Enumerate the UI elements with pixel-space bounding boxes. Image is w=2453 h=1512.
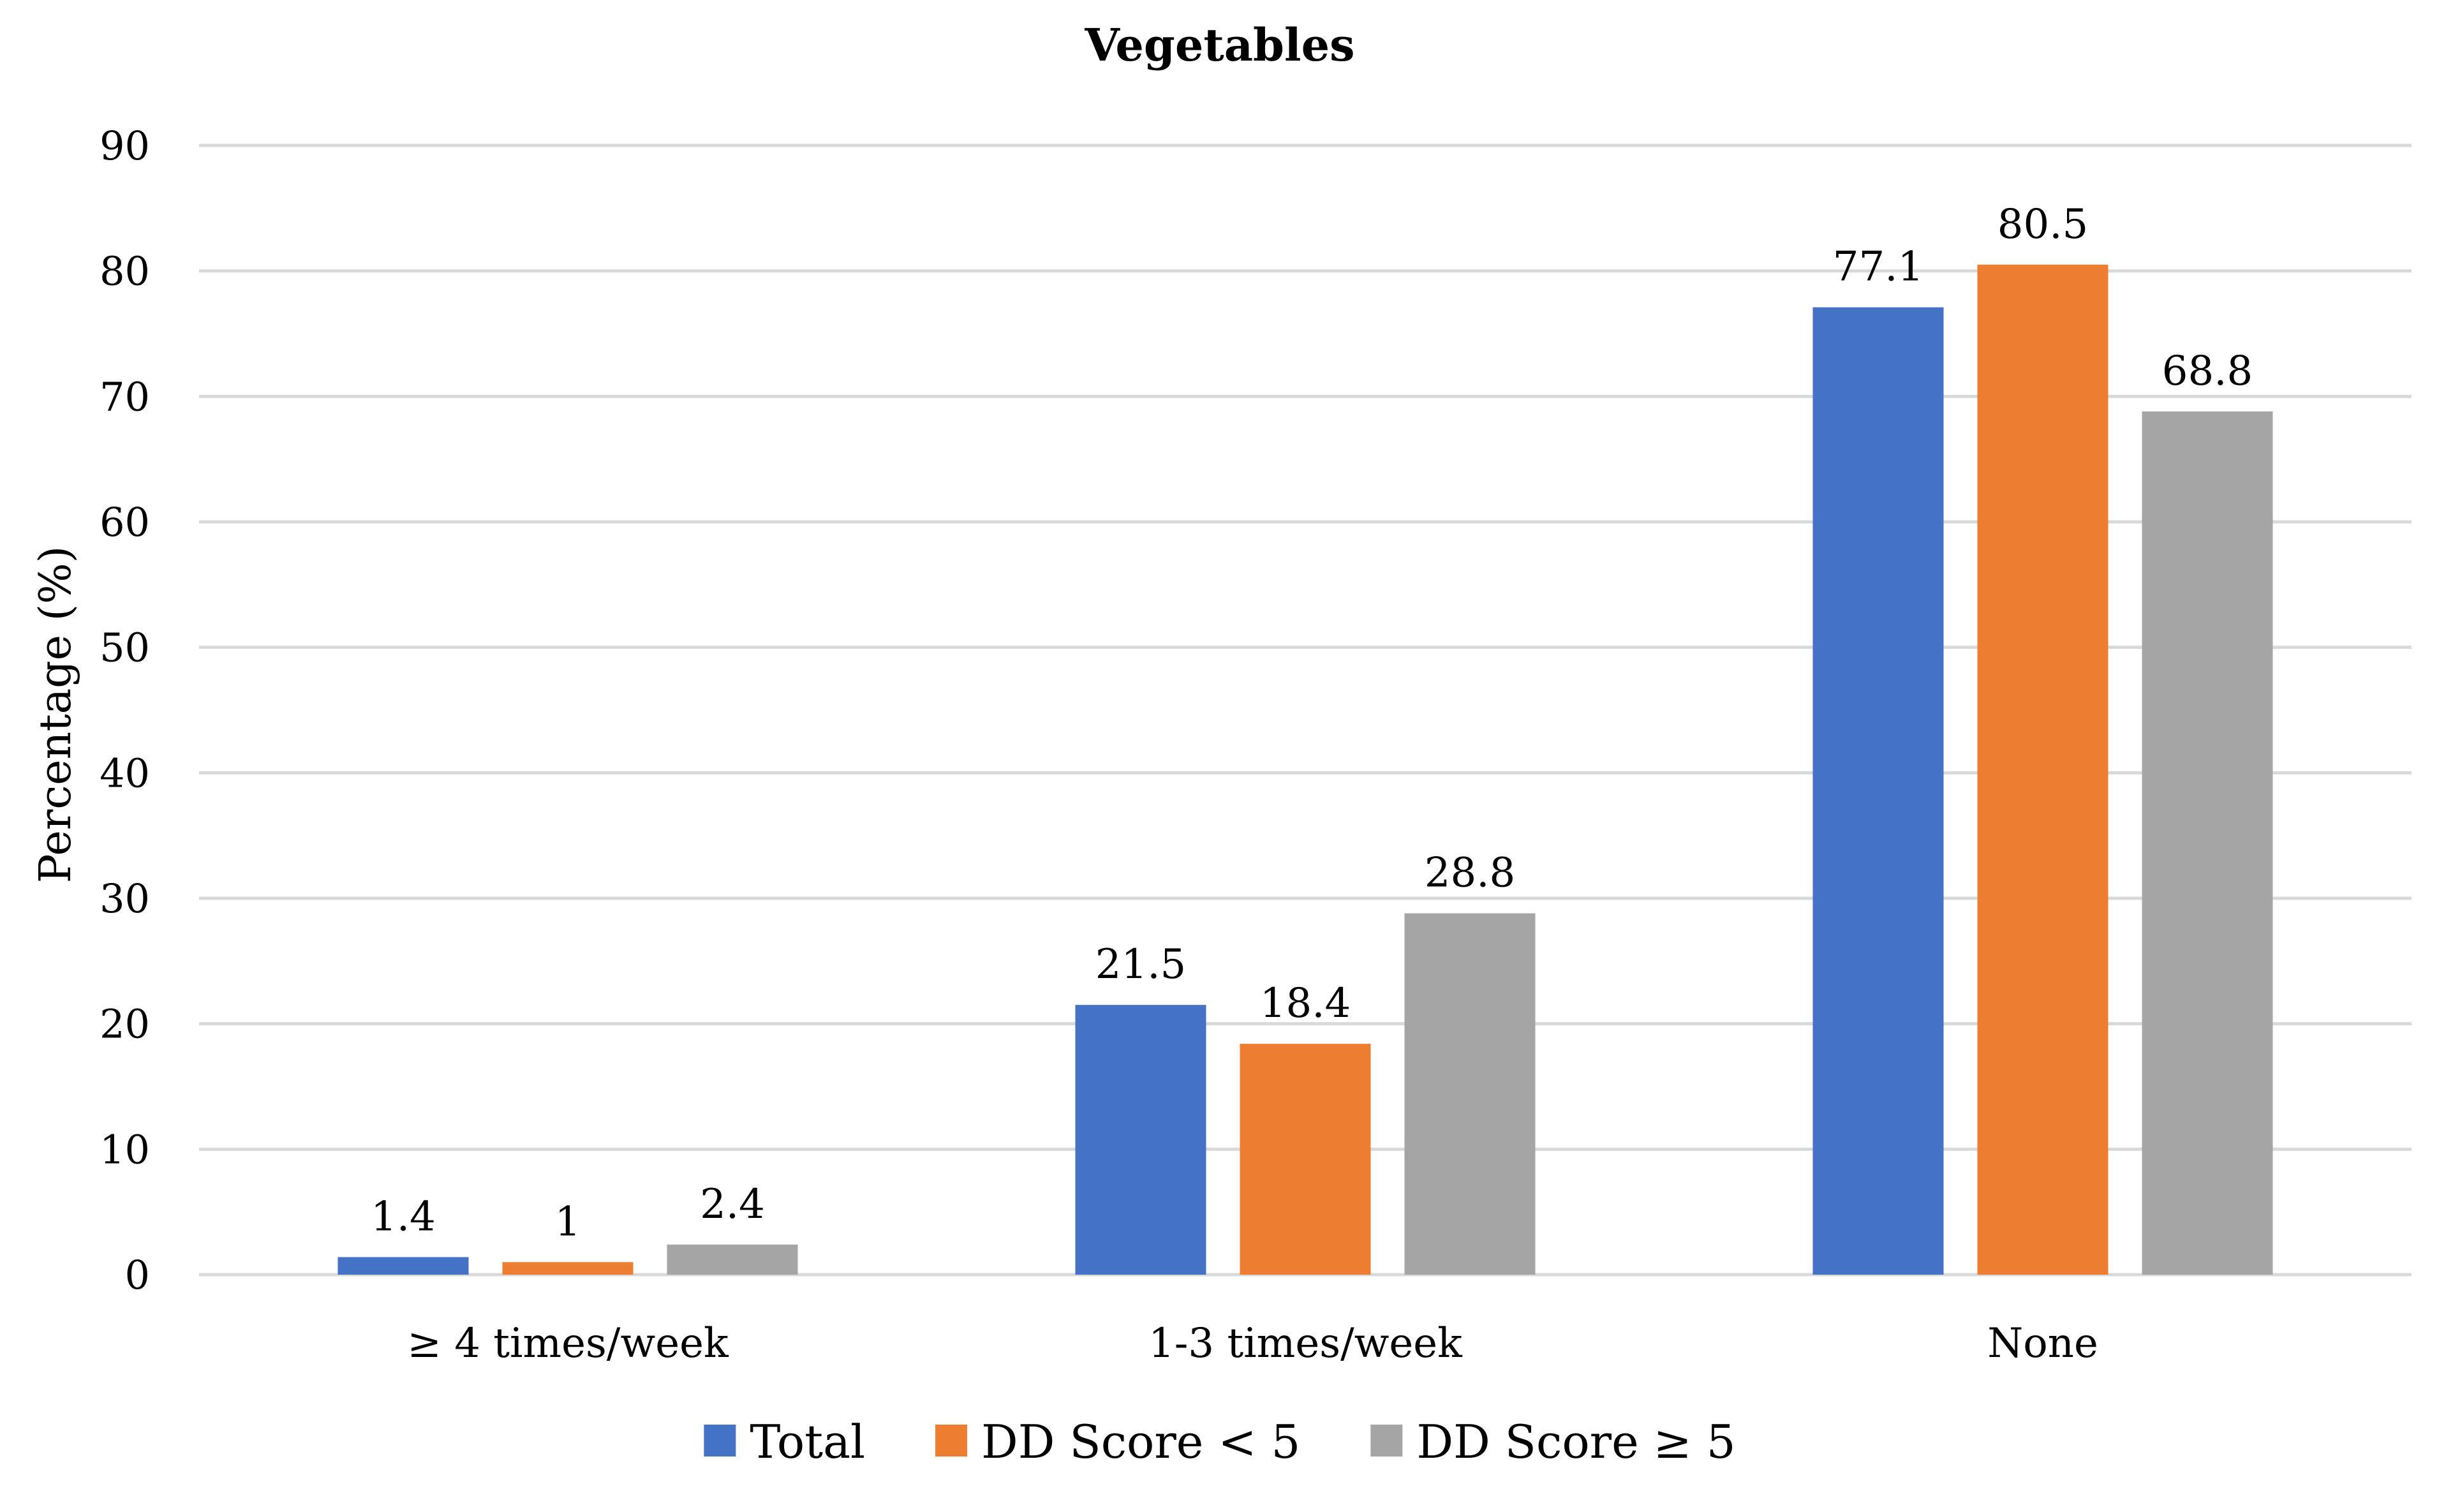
- legend-swatch: [1370, 1425, 1403, 1456]
- bar-2-2: [2142, 411, 2273, 1275]
- y-tick-label: 40: [100, 750, 150, 796]
- data-label: 28.8: [1425, 850, 1516, 897]
- bar-1-2: [1977, 264, 2108, 1275]
- bar-1-1: [1240, 1044, 1371, 1275]
- legend-label: Total: [750, 1415, 865, 1469]
- bar-1-0: [502, 1262, 634, 1275]
- chart-title: Vegetables: [1084, 19, 1354, 71]
- y-tick-label: 10: [100, 1126, 150, 1173]
- legend-item: DD Score < 5: [935, 1415, 1300, 1469]
- x-category-label: None: [1987, 1320, 2098, 1367]
- bar-0-2: [1812, 307, 1944, 1275]
- bar-2-1: [1404, 913, 1536, 1275]
- data-label: 2.4: [700, 1181, 765, 1228]
- legend: Total DD Score < 5 DD Score ≥ 5: [704, 1415, 1736, 1469]
- bar-0-0: [337, 1257, 469, 1275]
- x-category-label: ≥ 4 times/week: [407, 1320, 729, 1367]
- data-label: 80.5: [1997, 201, 2089, 248]
- y-tick-label: 70: [100, 373, 150, 420]
- data-label: 18.4: [1260, 980, 1351, 1027]
- data-label: 21.5: [1095, 941, 1187, 988]
- data-label: 1.4: [371, 1193, 436, 1240]
- y-axis-ticks: 0 10 20 30 40 50 60 70 80 90: [100, 122, 150, 1298]
- data-label: 68.8: [2162, 348, 2253, 395]
- bar-2-0: [667, 1244, 798, 1275]
- legend-item: DD Score ≥ 5: [1370, 1415, 1736, 1469]
- y-tick-label: 80: [100, 248, 150, 295]
- legend-label: DD Score < 5: [981, 1415, 1300, 1469]
- y-tick-label: 0: [125, 1252, 150, 1298]
- data-label: 77.1: [1833, 244, 1924, 291]
- bar-0-1: [1075, 1005, 1206, 1275]
- y-axis-label: Percentage (%): [31, 546, 81, 884]
- legend-swatch: [704, 1425, 736, 1456]
- data-labels: 1.4 1 2.4 21.5 18.4 28.8 77.1 80.5 68.8: [371, 201, 2253, 1246]
- legend-label: DD Score ≥ 5: [1416, 1415, 1735, 1469]
- y-tick-label: 90: [100, 122, 150, 169]
- x-category-label: 1-3 times/week: [1148, 1320, 1463, 1367]
- x-axis-categories: ≥ 4 times/week 1-3 times/week None: [407, 1320, 2098, 1367]
- y-tick-label: 30: [100, 875, 150, 922]
- y-tick-label: 20: [100, 1001, 150, 1048]
- y-tick-label: 50: [100, 625, 150, 671]
- gridlines: [199, 144, 2412, 1277]
- data-label: 1: [555, 1198, 581, 1245]
- bars: [337, 264, 2273, 1275]
- y-tick-label: 60: [100, 499, 150, 545]
- legend-swatch: [935, 1425, 968, 1456]
- legend-item: Total: [704, 1415, 865, 1469]
